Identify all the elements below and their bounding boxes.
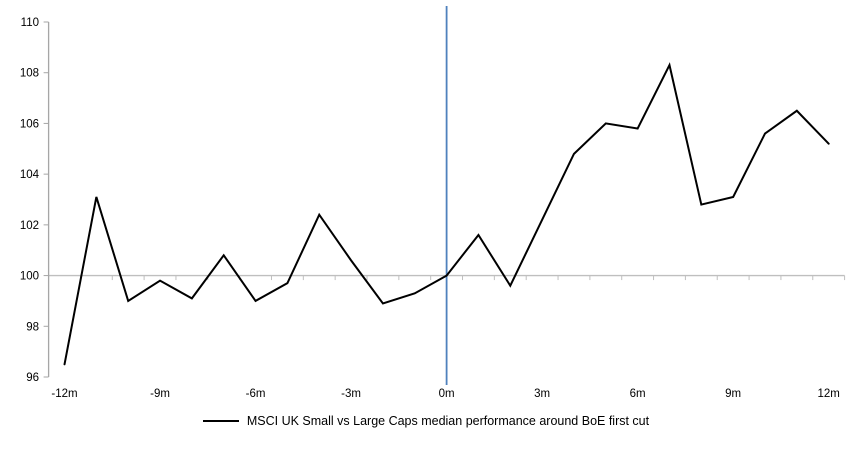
legend: MSCI UK Small vs Large Caps median perfo… bbox=[0, 411, 852, 431]
x-axis-label: 0m bbox=[439, 388, 455, 400]
legend-label: MSCI UK Small vs Large Caps median perfo… bbox=[246, 414, 650, 428]
x-axis-label: -9m bbox=[150, 388, 170, 400]
y-axis-label: 104 bbox=[20, 169, 40, 181]
y-axis-label: 106 bbox=[20, 118, 39, 130]
x-axis-label: 3m bbox=[534, 388, 550, 400]
y-axis-label: 98 bbox=[26, 321, 39, 333]
x-axis-label: -6m bbox=[246, 388, 266, 400]
chart-canvas: 96 98 100 102 104 106 108 110 -12m -9m -6m -3m 0m 3m 6… bbox=[20, 6, 846, 400]
y-axis-label: 110 bbox=[21, 17, 39, 29]
data-series-line bbox=[63, 62, 830, 366]
y-axis-label: 100 bbox=[20, 271, 39, 283]
x-axis-label: 6m bbox=[630, 388, 646, 400]
x-axis-label: 9m bbox=[725, 388, 741, 400]
x-axis-label: -12m bbox=[51, 388, 77, 400]
x-axis-label: 12m bbox=[817, 388, 839, 400]
legend-line-swatch bbox=[202, 420, 239, 422]
x-axis-label: -3m bbox=[341, 388, 361, 400]
y-axis-label: 102 bbox=[20, 220, 39, 232]
y-axis-label: 96 bbox=[26, 372, 39, 384]
y-axis-label: 108 bbox=[20, 68, 39, 80]
